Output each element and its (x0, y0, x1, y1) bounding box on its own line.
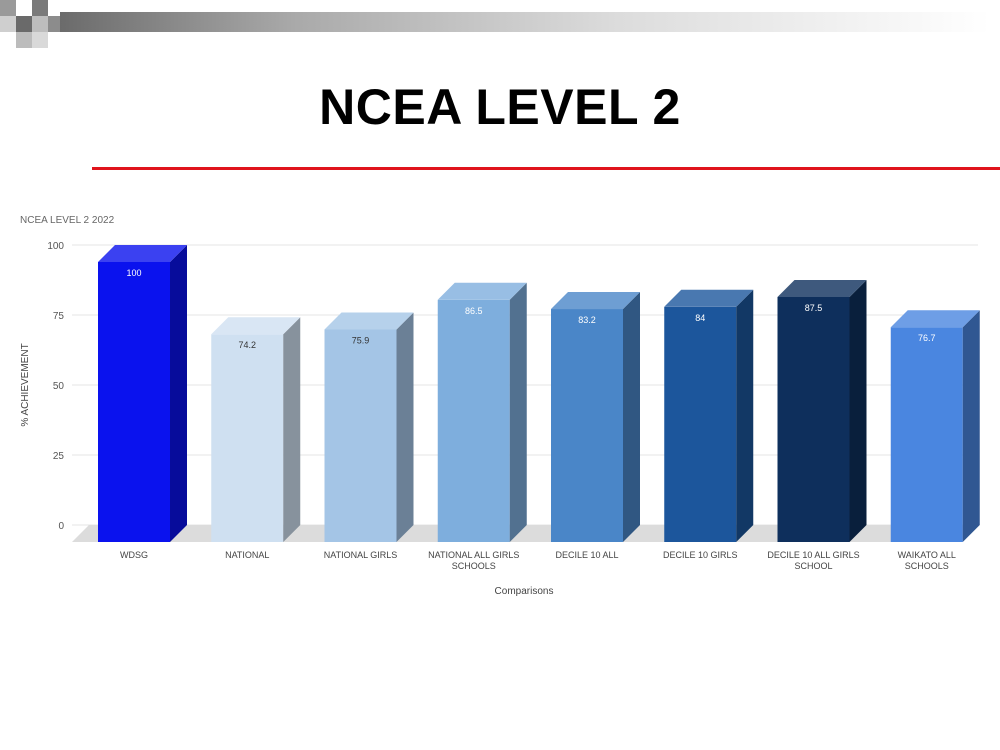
bar-top (890, 310, 980, 328)
x-tick-label: NATIONAL GIRLS (324, 550, 398, 560)
x-tick-label: DECILE 10 GIRLS (663, 550, 738, 560)
gradient-bar (60, 12, 990, 32)
bar-top (777, 280, 867, 297)
header-decoration (0, 0, 1000, 62)
bar-top (211, 317, 301, 335)
bar-side (623, 292, 640, 542)
x-tick-label: DECILE 10 ALL (555, 550, 618, 560)
y-axis-label: % ACHIEVEMENT (20, 343, 31, 426)
bar-front (664, 306, 737, 542)
x-tick-label: SCHOOLS (905, 561, 949, 571)
x-tick-label: NATIONAL (225, 550, 269, 560)
y-tick-label: 100 (47, 241, 64, 252)
bar-front (211, 334, 284, 542)
bar-value-label: 74.2 (238, 340, 256, 350)
bar-value-label: 100 (126, 268, 141, 278)
bar-value-label: 76.7 (918, 333, 936, 343)
y-tick-label: 75 (53, 311, 65, 322)
x-tick-label: DECILE 10 ALL GIRLS (767, 550, 859, 560)
title-rule (92, 167, 1000, 170)
bar-side (509, 282, 527, 542)
bar-value-label: 84 (695, 313, 705, 323)
bar-top (664, 289, 754, 307)
y-tick-label: 50 (53, 381, 65, 392)
chart-title: NCEA LEVEL 2 2022 (20, 215, 115, 226)
y-tick-label: 0 (58, 521, 64, 532)
bar-value-label: 86.5 (465, 306, 483, 316)
bar-top (324, 312, 414, 330)
bar-top (551, 292, 640, 310)
slide-title: NCEA LEVEL 2 (319, 79, 681, 135)
bar-side (396, 312, 414, 542)
bar-value-label: 75.9 (352, 335, 370, 345)
chart-floor (72, 525, 978, 542)
bar-front (324, 329, 397, 542)
y-tick-label: 25 (53, 451, 65, 462)
bar-side (736, 289, 754, 542)
bar-chart: NCEA LEVEL 2 2022 0 25 50 75 100 % ACHIEVEMENT… (20, 215, 980, 597)
bar-value-label: 87.5 (805, 303, 823, 313)
bar-top (437, 282, 527, 300)
bar-front (437, 299, 510, 542)
x-tick-label: SCHOOL (794, 561, 832, 571)
bar-top (98, 245, 187, 262)
bar-front (551, 309, 623, 542)
x-tick-label: WAIKATO ALL (898, 550, 956, 560)
x-axis-label: Comparisons (495, 586, 554, 597)
x-tick-label: WDSG (120, 550, 148, 560)
bar-front (98, 262, 170, 542)
bar-side (962, 310, 980, 542)
bar-side (170, 245, 187, 542)
bar-value-label: 83.2 (578, 315, 596, 325)
x-tick-label: SCHOOLS (452, 561, 496, 571)
x-tick-label: NATIONAL ALL GIRLS (428, 550, 519, 560)
bar-front (890, 327, 963, 542)
bar-front (777, 297, 850, 542)
bar-side (283, 317, 301, 542)
bar-side (849, 280, 867, 542)
